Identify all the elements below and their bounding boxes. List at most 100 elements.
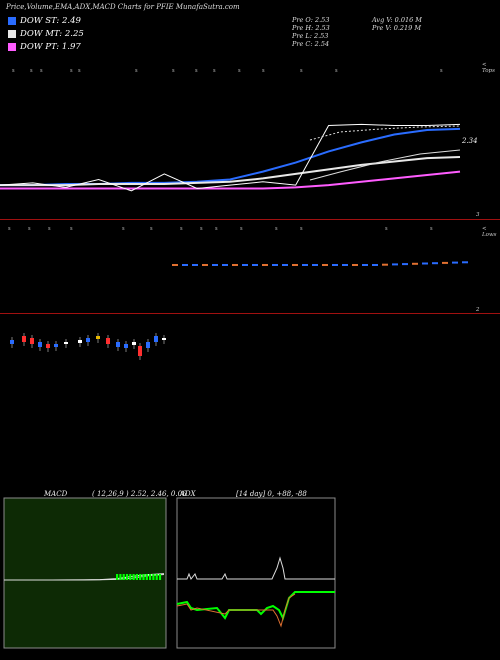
candle-body-10 — [106, 338, 110, 344]
candle-body-1 — [22, 336, 26, 342]
price-tick-12: s — [335, 68, 338, 74]
candle-body-6 — [64, 342, 68, 344]
price-tick-13: s — [440, 68, 443, 74]
price-marker-label: 2.34 — [462, 137, 478, 145]
vol-dash-15 — [322, 264, 328, 266]
vol-tick-0: s — [8, 226, 11, 232]
vol-tick-3: s — [70, 226, 73, 232]
vol-tick-6: s — [180, 226, 183, 232]
vol-dash-27 — [442, 261, 448, 264]
candle-body-5 — [54, 344, 58, 347]
vol-tick-11: s — [300, 226, 303, 232]
candle-body-2 — [30, 338, 34, 344]
vol-tick-10: s — [275, 226, 278, 232]
prev-low: Pre L: 2.53 — [292, 32, 329, 40]
vol-dash-19 — [362, 264, 368, 266]
volume-right-top: < Lows — [482, 226, 497, 238]
candle-body-13 — [132, 342, 136, 345]
vol-tick-12: s — [385, 226, 388, 232]
macd-chart — [3, 497, 167, 649]
candle-body-11 — [116, 342, 120, 347]
price-series-0 — [0, 127, 461, 187]
vol-dash-1 — [182, 264, 188, 266]
price-series-2 — [0, 170, 461, 190]
candle-body-12 — [124, 344, 128, 348]
price-panel-divider — [0, 219, 500, 220]
macd-lines — [4, 573, 165, 581]
legend-dow-st: DOW ST: 2.49 — [8, 16, 81, 26]
vol-dash-26 — [432, 262, 438, 265]
legend-dow-mt: DOW MT: 2.25 — [8, 29, 84, 39]
adx-minus-di — [176, 593, 296, 628]
price-lines — [0, 123, 461, 192]
candle-body-8 — [86, 338, 90, 342]
adx-params: [14 day] 0, +88, -88 — [236, 490, 307, 498]
vol-dash-3 — [202, 264, 208, 266]
volume-right-bottom: 2 — [476, 307, 480, 313]
legend-swatch-st — [8, 17, 16, 25]
vol-tick-2: s — [48, 226, 51, 232]
price-tick-8: s — [213, 68, 216, 74]
legend-swatch-pt — [8, 43, 16, 51]
vol-dash-4 — [212, 264, 218, 266]
adx-chart — [176, 497, 336, 649]
price-right-top: < Tops — [482, 62, 495, 74]
macd-hist-8 — [142, 574, 145, 580]
price-series-1 — [0, 156, 461, 187]
price-tick-4: s — [78, 68, 81, 74]
candles-chart — [10, 333, 166, 360]
candle-body-3 — [38, 342, 42, 347]
vol-tick-9: s — [240, 226, 243, 232]
vol-dash-6 — [232, 264, 238, 266]
macd-hist-4 — [129, 574, 132, 580]
adx-label: ADX — [180, 490, 196, 498]
vol-dash-23 — [402, 263, 408, 266]
price-envelope-upper — [309, 125, 461, 141]
price-tick-7: s — [195, 68, 198, 74]
price-tick-9: s — [238, 68, 241, 74]
vol-dash-21 — [382, 263, 388, 266]
volume-dashes — [172, 261, 468, 266]
price-series-3 — [0, 123, 461, 192]
vol-dash-22 — [392, 263, 398, 266]
macd-hist-10 — [149, 574, 152, 580]
macd-hist-11 — [152, 574, 155, 580]
legend-label-st: DOW ST: 2.49 — [20, 16, 81, 26]
macd-hist-12 — [155, 574, 158, 580]
macd-hist-2 — [122, 574, 125, 580]
price-right-bottom: 3 — [476, 212, 480, 218]
vol-dash-12 — [292, 264, 298, 266]
vol-tick-7: s — [200, 226, 203, 232]
adx-lines — [176, 556, 335, 628]
vol-dash-18 — [352, 264, 358, 266]
price-tick-5: s — [135, 68, 138, 74]
price-tick-2: s — [40, 68, 43, 74]
legend-label-mt: DOW MT: 2.25 — [20, 29, 84, 39]
candle-body-9 — [96, 336, 100, 339]
macd-background — [3, 497, 167, 649]
legend-swatch-mt — [8, 30, 16, 38]
macd-hist-0 — [116, 574, 119, 580]
candle-body-4 — [46, 344, 50, 348]
vol-dash-10 — [272, 264, 278, 266]
price-tick-1: s — [30, 68, 33, 74]
vol-dash-7 — [242, 264, 248, 266]
vol-tick-8: s — [215, 226, 218, 232]
vol-dash-20 — [372, 264, 378, 266]
macd-hist-1 — [119, 574, 122, 580]
chart-title: Price,Volume,EMA,ADX,MACD Charts for PFI… — [6, 3, 240, 11]
macd-hist-6 — [135, 574, 138, 580]
candle-body-0 — [10, 340, 14, 344]
macd-label: MACD — [44, 490, 68, 498]
prev-volume: Pre V: 0.219 M — [372, 24, 422, 32]
price-tick-10: s — [262, 68, 265, 74]
prev-open: Pre O: 2.53 — [292, 16, 330, 24]
price-envelope-lower — [309, 149, 461, 181]
vol-dash-24 — [412, 262, 418, 265]
adx-line — [177, 556, 335, 580]
adx-background — [176, 497, 336, 649]
